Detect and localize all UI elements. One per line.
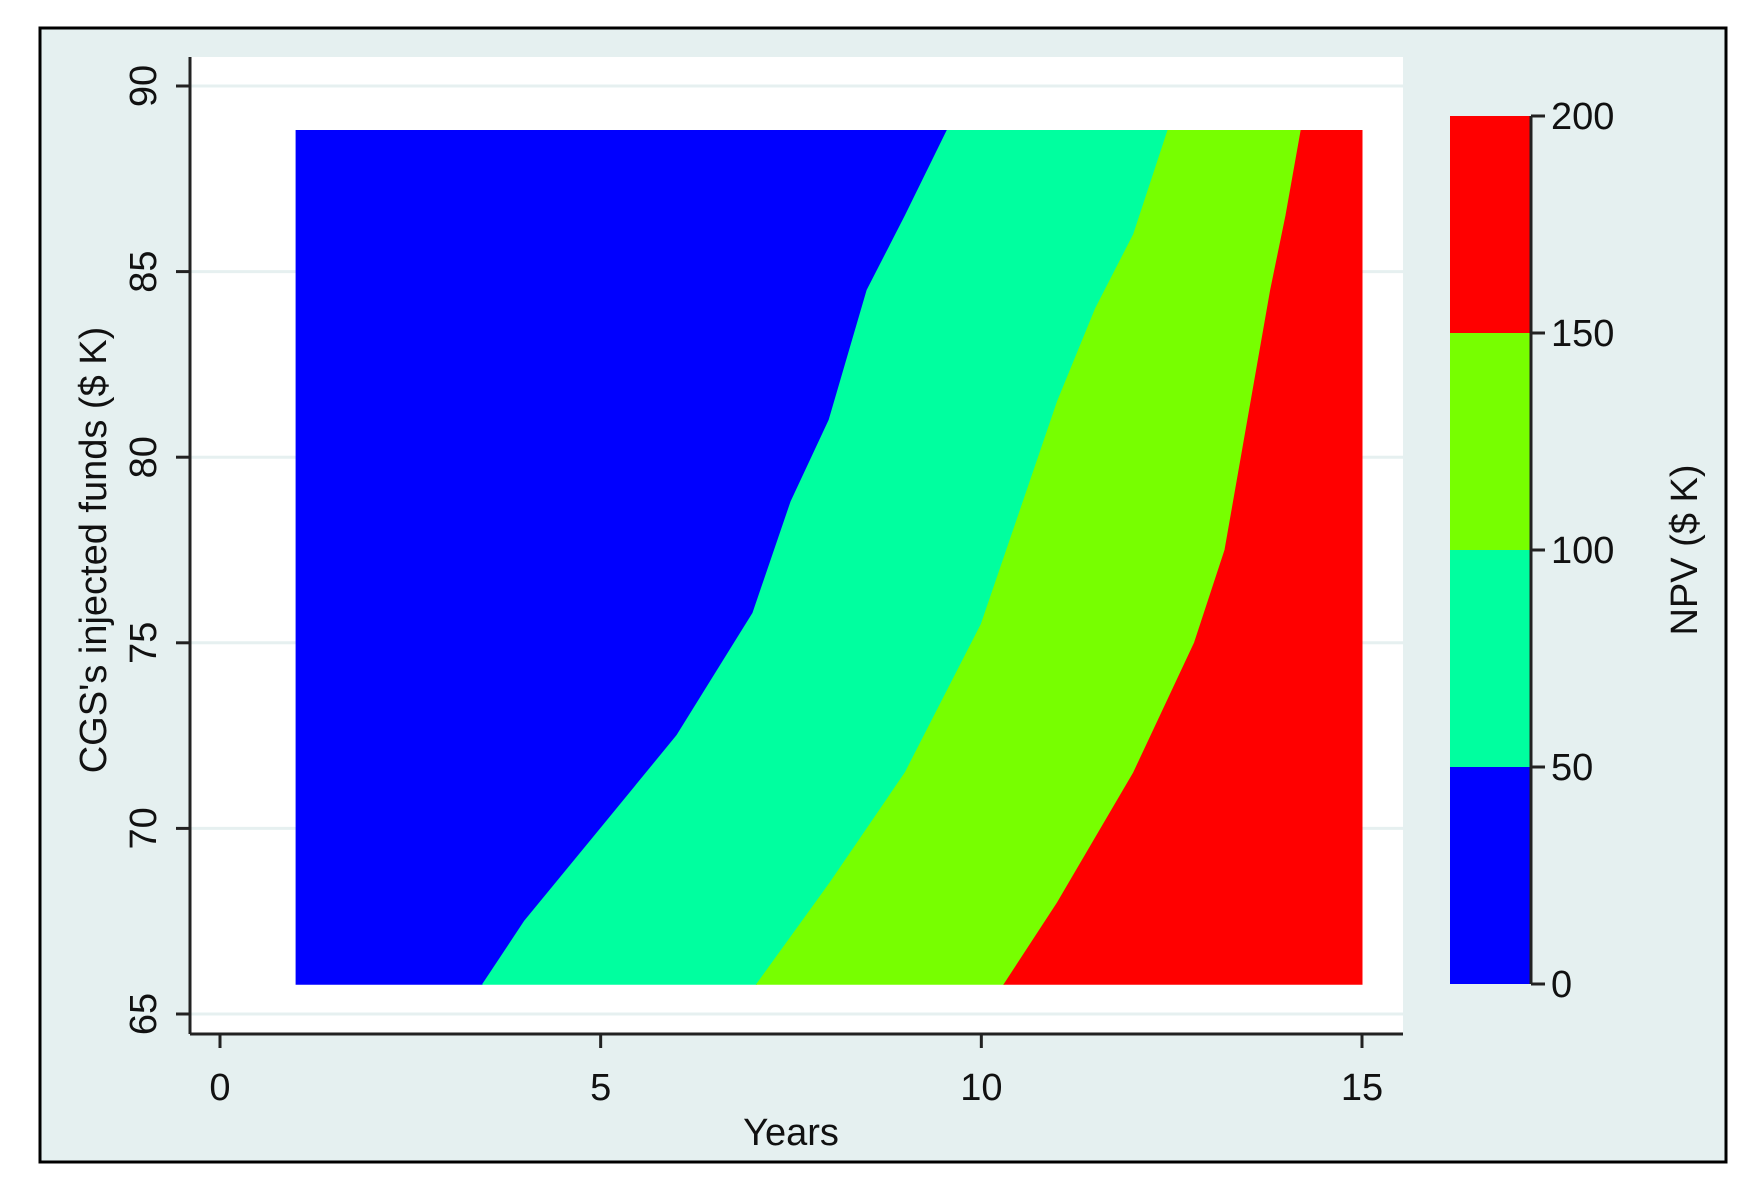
axes: [176, 57, 1403, 1048]
y-tick-label-5: 90: [123, 65, 165, 107]
x-tick-label-3: 15: [1341, 1067, 1383, 1109]
colorbar-swatch-2: [1450, 333, 1531, 550]
x-tick-label-0: 0: [209, 1067, 230, 1109]
contour-bands: [295, 130, 1363, 985]
y-axis-title: CGS's injected funds ($ K): [73, 327, 115, 774]
contour-band-3: [1003, 130, 1363, 985]
y-tick-label-0: 65: [123, 993, 165, 1035]
colorbar-tick-label-2: 100: [1551, 530, 1614, 572]
x-tick-label-1: 5: [590, 1067, 611, 1109]
colorbar: 0 50 100 150 200: [1450, 96, 1614, 1006]
x-axis-title: Years: [743, 1112, 839, 1154]
colorbar-title: NPV ($ K): [1664, 464, 1706, 635]
colorbar-swatch-0: [1450, 767, 1531, 984]
y-tick-label-4: 85: [123, 250, 165, 292]
colorbar-tick-label-4: 200: [1551, 96, 1614, 138]
x-tick-label-2: 10: [960, 1067, 1002, 1109]
colorbar-swatch-1: [1450, 550, 1531, 767]
colorbar-swatch-3: [1450, 116, 1531, 333]
colorbar-tick-label-3: 150: [1551, 313, 1614, 355]
y-tick-label-1: 70: [123, 807, 165, 849]
colorbar-tick-label-1: 50: [1551, 747, 1593, 789]
y-tick-label-2: 75: [123, 622, 165, 664]
colorbar-tick-label-0: 0: [1551, 964, 1572, 1006]
y-tick-label-3: 80: [123, 436, 165, 478]
tick-labels: 0 5 10 15 65 70 75 80 85 90: [123, 65, 1383, 1109]
